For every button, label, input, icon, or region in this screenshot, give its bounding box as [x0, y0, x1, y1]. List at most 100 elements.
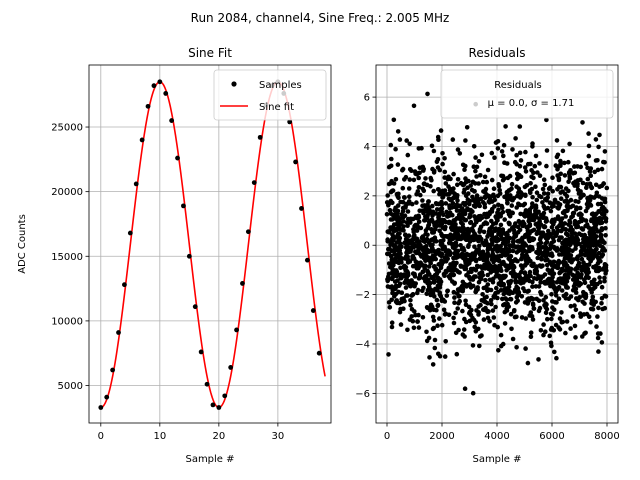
residual-point: [483, 258, 489, 263]
residual-point: [393, 146, 398, 152]
residual-point: [468, 220, 473, 226]
residual-point: [427, 218, 433, 224]
residual-point: [522, 211, 527, 216]
residual-point: [495, 324, 501, 330]
residual-point: [587, 252, 592, 257]
residual-point: [599, 301, 604, 306]
residual-point: [416, 325, 422, 330]
residual-point: [597, 275, 602, 280]
residual-point: [421, 285, 426, 291]
residual-point: [553, 289, 559, 295]
residual-point: [555, 214, 561, 219]
residual-point: [443, 311, 449, 317]
residual-point: [475, 264, 480, 270]
residual-point: [475, 287, 480, 292]
sine-fit-panel: Sine Fit 0 10 20 30 5000 10000 15000 20000 2500…: [17, 46, 332, 465]
residual-point: [410, 241, 416, 247]
sample-point: [175, 155, 180, 161]
residual-point: [514, 258, 519, 264]
residual-point: [530, 201, 535, 206]
residual-point: [461, 248, 467, 253]
residuals-x-tick-label: 2000: [429, 431, 454, 442]
sample-point: [192, 304, 198, 310]
residual-point: [495, 210, 500, 216]
residual-point: [503, 124, 508, 129]
residual-point: [476, 159, 482, 164]
residual-point: [466, 274, 472, 280]
residual-point: [508, 278, 514, 284]
residual-point: [544, 239, 550, 245]
residual-point: [522, 184, 528, 190]
residual-point: [603, 233, 608, 238]
residual-point: [490, 279, 496, 285]
residual-point: [511, 236, 516, 241]
residual-point: [570, 314, 576, 319]
residual-point: [408, 283, 413, 289]
residual-point: [387, 207, 393, 213]
residual-point: [510, 271, 515, 277]
residual-point: [504, 308, 510, 313]
residual-point: [471, 203, 477, 209]
residual-point: [580, 227, 586, 232]
residual-point: [442, 226, 448, 232]
residual-point: [516, 248, 522, 254]
residual-point: [499, 253, 504, 259]
residual-point: [408, 298, 413, 303]
residual-point: [436, 351, 441, 357]
residual-point: [473, 320, 479, 325]
residual-point: [393, 268, 399, 273]
residual-point: [583, 161, 589, 166]
residual-point: [508, 193, 513, 198]
residual-point: [481, 221, 487, 227]
residual-point: [421, 181, 427, 187]
residual-point: [594, 219, 599, 225]
residual-point: [406, 186, 412, 191]
residual-point: [501, 142, 507, 148]
residual-point: [493, 256, 499, 262]
residual-point: [438, 279, 444, 285]
residual-point: [462, 187, 467, 193]
residual-point: [393, 177, 399, 182]
residual-point: [559, 276, 564, 282]
residual-point: [447, 219, 452, 225]
residuals-x-ticks: 0 2000 4000 6000 8000: [384, 423, 620, 442]
residual-point: [495, 139, 501, 144]
residual-point: [426, 199, 431, 204]
residual-point: [568, 204, 573, 210]
residual-point: [489, 218, 494, 224]
residual-point: [397, 248, 403, 253]
residual-point: [450, 137, 456, 142]
sine-fit-line: [100, 80, 326, 409]
residual-point: [468, 212, 473, 217]
residual-point: [572, 303, 577, 308]
residual-point: [468, 183, 474, 188]
residual-point: [493, 236, 499, 242]
residual-point: [567, 174, 572, 179]
residual-point: [500, 228, 505, 233]
residual-point: [440, 195, 445, 200]
residual-point: [480, 273, 486, 278]
residual-point: [404, 250, 409, 256]
sine-fit-ylabel: ADC Counts: [17, 214, 28, 274]
residual-point: [565, 232, 570, 238]
residual-point: [476, 246, 482, 252]
residual-point: [584, 182, 589, 187]
residual-point: [473, 199, 478, 205]
residual-point: [460, 182, 466, 188]
residual-point: [486, 199, 492, 204]
residual-point: [520, 253, 526, 258]
sine-fit-x-tick-label: 20: [212, 431, 225, 442]
residual-point: [460, 225, 466, 231]
sample-point: [216, 405, 222, 410]
residual-point: [504, 268, 509, 273]
residual-point: [550, 274, 555, 280]
residual-point: [480, 292, 485, 297]
residual-point: [576, 191, 582, 196]
residual-point: [590, 294, 596, 300]
sample-point: [169, 118, 175, 123]
residual-point: [585, 266, 591, 272]
residual-point: [413, 249, 418, 254]
residual-point: [583, 218, 589, 223]
residuals-y-tick-label: 2: [364, 191, 370, 202]
residual-point: [406, 233, 412, 238]
